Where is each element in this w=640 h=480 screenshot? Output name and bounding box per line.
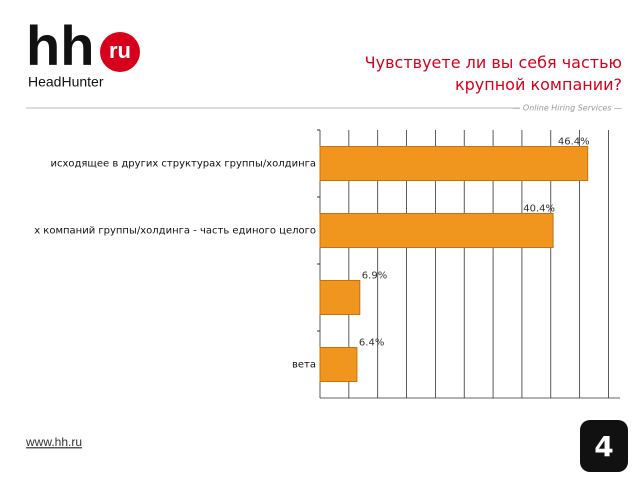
logo-mark: hh: [26, 14, 94, 77]
logo-badge-circle: [100, 32, 140, 72]
value-label: 46.4%: [558, 137, 590, 148]
value-label: 6.9%: [362, 271, 387, 282]
tagline: — Online Hiring Services —: [512, 104, 622, 113]
page-number: 4: [594, 430, 613, 463]
category-label: вета: [292, 360, 316, 371]
footer-link[interactable]: www.hh.ru: [25, 435, 82, 449]
value-label: 6.4%: [359, 338, 384, 349]
logo-brand: HeadHunter: [28, 74, 104, 90]
bar: [319, 280, 361, 315]
page-badge: [580, 420, 628, 472]
category-label: исходящее в других структурах группы/хол…: [50, 159, 316, 170]
bar: [319, 347, 358, 382]
value-label: 40.4%: [523, 204, 555, 215]
logo-badge: ru: [109, 38, 131, 63]
plot: 46.4% исходящее в других структурах групп…: [34, 129, 620, 399]
bar: [319, 213, 554, 248]
chart-title: Чувствуете ли вы себя частью крупной комп…: [365, 53, 622, 94]
bar: [319, 146, 589, 181]
category-label: х компаний группы/холдинга - часть едино…: [34, 226, 316, 237]
